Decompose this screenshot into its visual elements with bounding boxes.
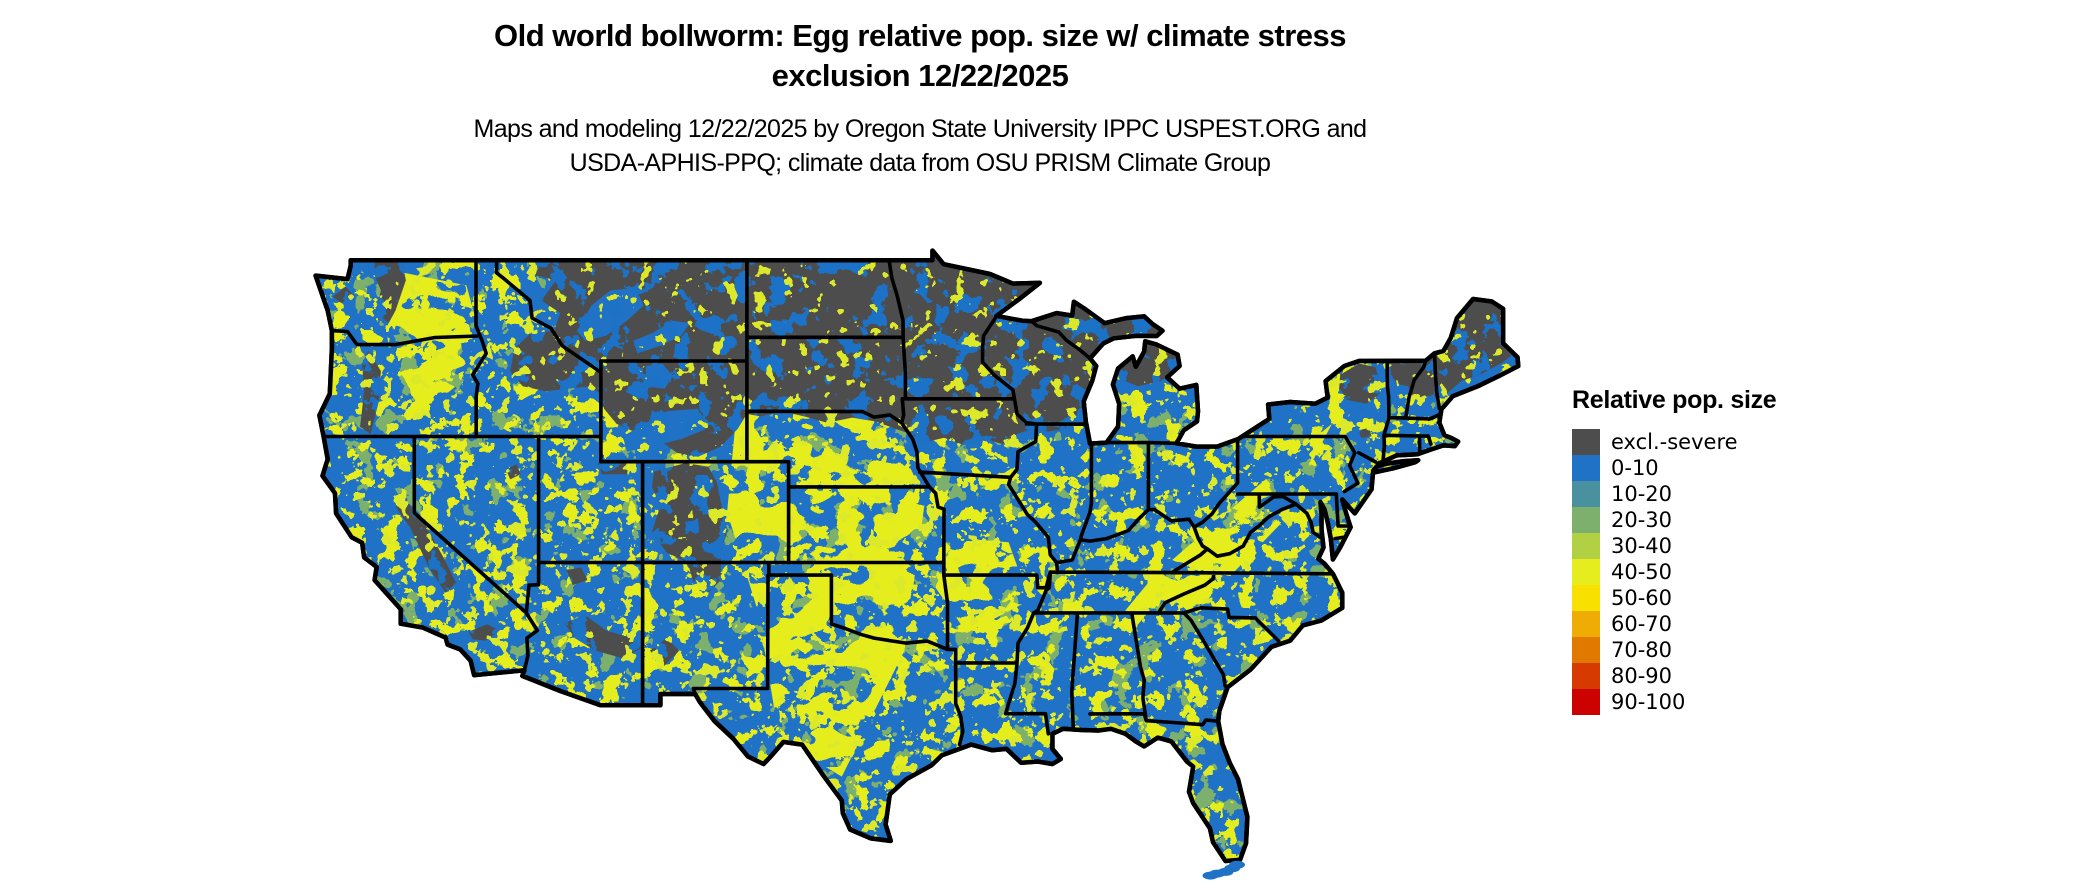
legend-label: 30-40	[1611, 534, 1673, 558]
legend-label: 40-50	[1611, 560, 1673, 584]
legend-items: excl.-severe 0-10 10-20 20-30 30-40 40-50 50-6…	[1572, 429, 1776, 715]
map-subtitle: Maps and modeling 12/22/2025 by Oregon S…	[310, 112, 1530, 180]
legend-item: excl.-severe	[1572, 429, 1776, 455]
legend-label: 60-70	[1611, 612, 1673, 636]
legend-label: 50-60	[1611, 586, 1673, 610]
header: Old world bollworm: Egg relative pop. si…	[310, 16, 1530, 180]
legend-label: 0-10	[1611, 456, 1659, 480]
legend-swatch	[1572, 533, 1600, 559]
map-title-line2: exclusion 12/22/2025	[771, 58, 1069, 93]
legend-item: 80-90	[1572, 663, 1776, 689]
legend-swatch	[1572, 429, 1600, 455]
legend-item: 50-60	[1572, 585, 1776, 611]
legend-swatch	[1572, 507, 1600, 533]
map-subtitle-line2: USDA-APHIS-PPQ; climate data from OSU PR…	[569, 149, 1271, 177]
legend-swatch	[1572, 585, 1600, 611]
legend-title: Relative pop. size	[1572, 386, 1777, 414]
legend-item: 20-30	[1572, 507, 1776, 533]
legend-swatch	[1572, 559, 1600, 585]
florida-keys-island	[1202, 871, 1219, 880]
legend-swatch	[1572, 455, 1600, 481]
raster-layers	[315, 250, 1519, 862]
map-title-line1: Old world bollworm: Egg relative pop. si…	[494, 18, 1347, 53]
legend-label: 70-80	[1611, 638, 1673, 662]
map-subtitle-line1: Maps and modeling 12/22/2025 by Oregon S…	[473, 115, 1368, 143]
legend-label: excl.-severe	[1611, 430, 1738, 454]
legend-item: 30-40	[1572, 533, 1776, 559]
legend-label: 80-90	[1611, 664, 1673, 688]
state-borders	[321, 258, 1442, 747]
legend: Relative pop. size excl.-severe 0-10 10-20…	[1572, 386, 1777, 715]
legend-item: 40-50	[1572, 559, 1776, 585]
legend-label: 10-20	[1611, 482, 1673, 506]
legend-swatch	[1572, 611, 1600, 637]
legend-swatch	[1572, 663, 1600, 689]
legend-swatch	[1572, 689, 1600, 715]
legend-swatch	[1572, 637, 1600, 663]
legend-item: 90-100	[1572, 689, 1776, 715]
legend-item: 0-10	[1572, 455, 1776, 481]
legend-swatch	[1572, 481, 1600, 507]
us-map	[313, 248, 1521, 880]
legend-item: 70-80	[1572, 637, 1776, 663]
legend-label: 90-100	[1611, 690, 1686, 714]
legend-label: 20-30	[1611, 508, 1673, 532]
legend-item: 10-20	[1572, 481, 1776, 507]
map-area	[310, 235, 1530, 890]
national-outline	[313, 248, 1521, 864]
legend-item: 60-70	[1572, 611, 1776, 637]
